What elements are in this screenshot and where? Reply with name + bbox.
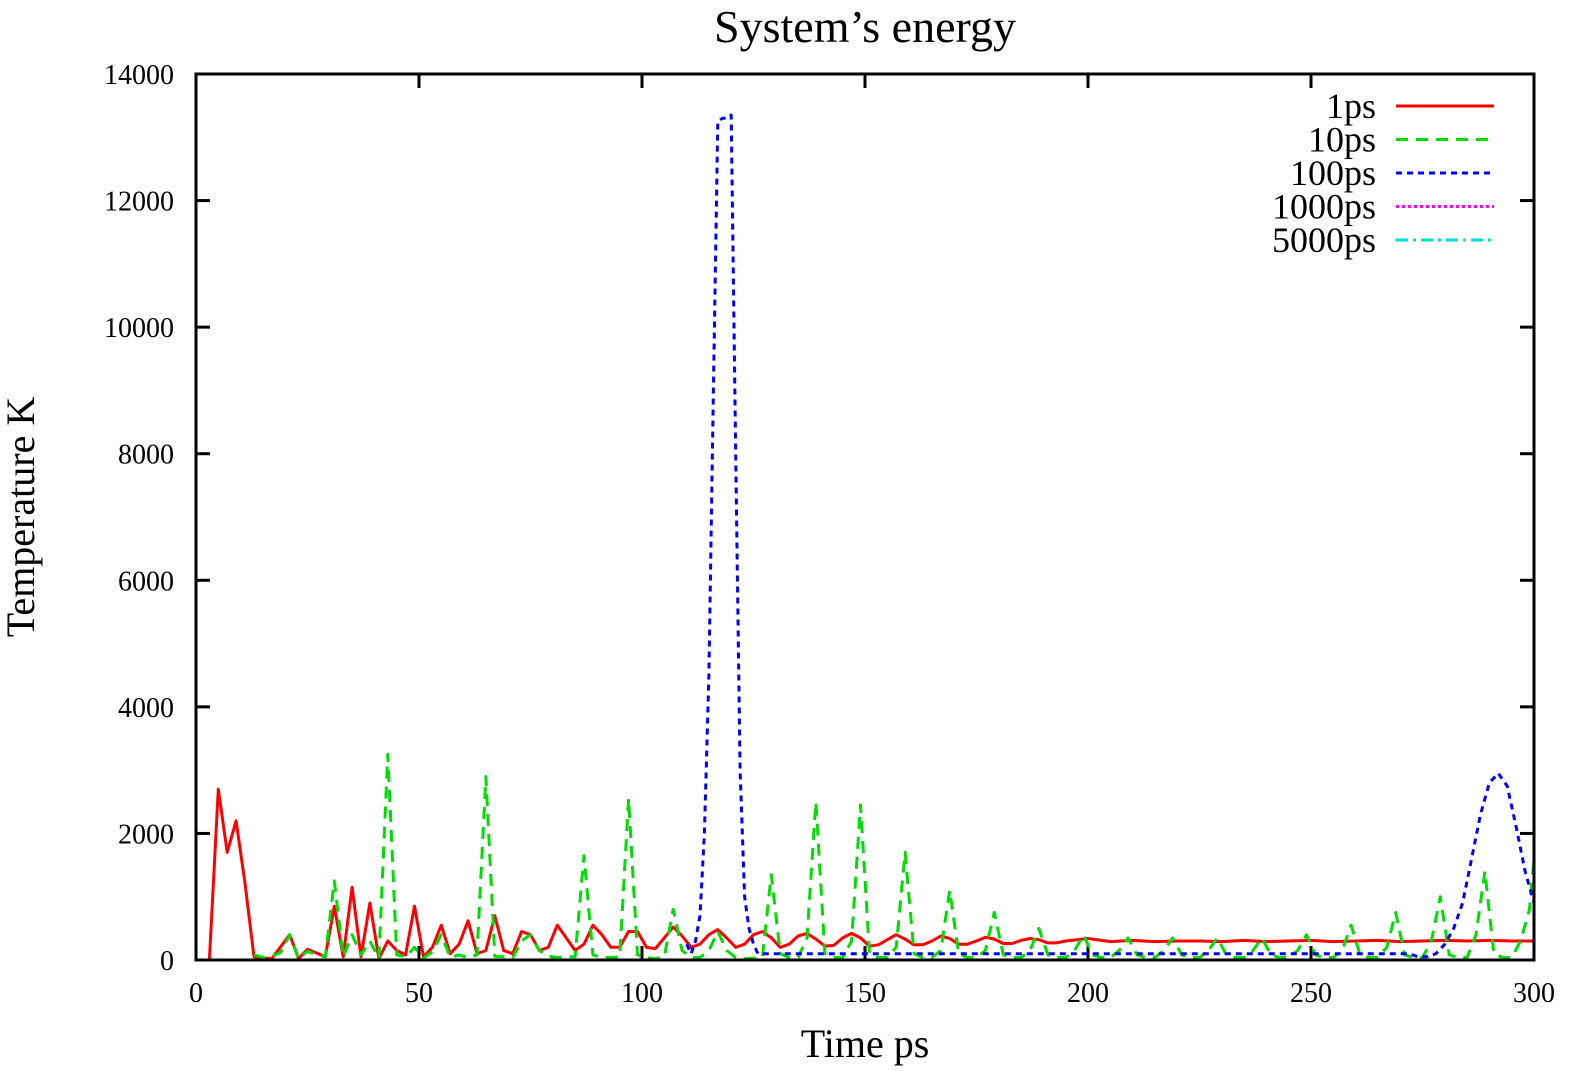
y-tick-label: 14000: [104, 60, 174, 91]
y-axis-label: Temperature K: [0, 397, 43, 638]
x-tick-label: 50: [405, 978, 433, 1009]
x-tick-label: 0: [189, 978, 203, 1009]
y-tick-label: 8000: [118, 440, 174, 471]
x-tick-label: 150: [844, 978, 886, 1009]
y-tick-label: 2000: [118, 819, 174, 850]
y-tick-label: 12000: [104, 187, 174, 218]
x-tick-label: 100: [621, 978, 663, 1009]
series-lines: [207, 113, 1534, 960]
y-tick-label: 4000: [118, 693, 174, 724]
x-axis-label: Time ps: [801, 1021, 930, 1066]
plot-frame: [194, 72, 1536, 962]
axis-ticks: 0 50 100 150 200 250 300 0 2000 4000 6000 8000 10000…: [104, 60, 1555, 1009]
series-10ps-legend-label: 10ps: [1308, 120, 1376, 160]
y-tick-label: 10000: [104, 313, 174, 344]
x-tick-label: 300: [1513, 978, 1555, 1009]
series-100ps-legend-label: 100ps: [1290, 153, 1376, 193]
series-1ps-legend-label: 1ps: [1326, 86, 1376, 126]
series-10ps-line: [253, 752, 1534, 960]
x-tick-label: 250: [1290, 978, 1332, 1009]
x-tick-label: 200: [1067, 978, 1109, 1009]
series-5000ps-legend-label: 5000ps: [1272, 220, 1376, 260]
chart-title: System’s energy: [714, 1, 1016, 52]
y-tick-label: 0: [160, 946, 174, 977]
series-1ps-line: [207, 787, 1534, 960]
y-tick-label: 6000: [118, 566, 174, 597]
series-1000ps-legend-label: 1000ps: [1272, 187, 1376, 227]
series-100ps-line: [685, 113, 1534, 959]
